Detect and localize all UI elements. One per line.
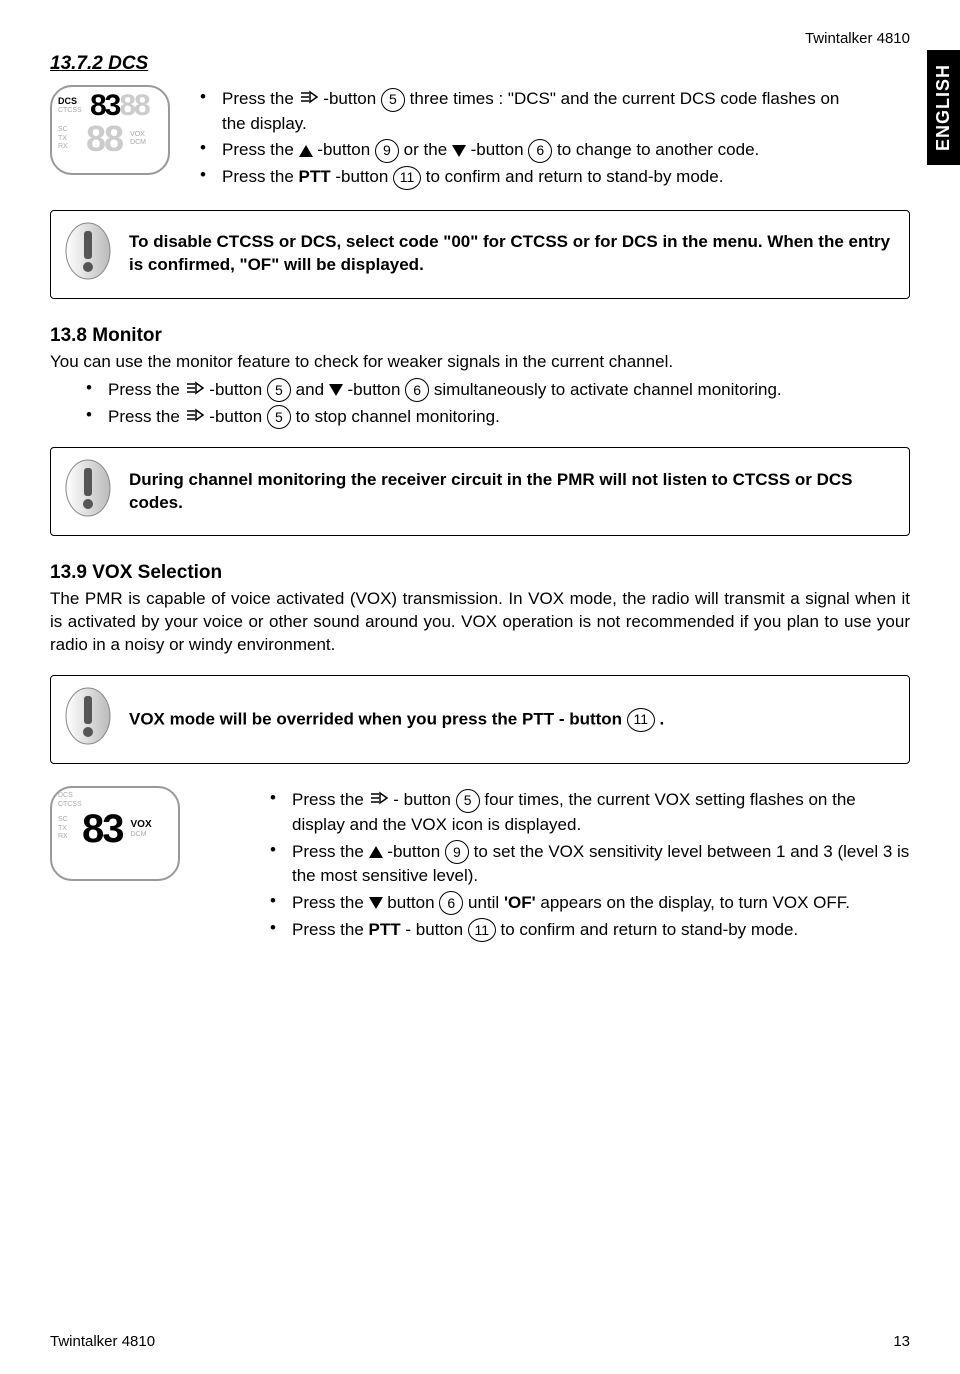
section-13-8-title: 13.8 Monitor xyxy=(50,325,910,347)
lcd-dcs-value: 83 xyxy=(90,91,119,121)
button-ref-11: 11 xyxy=(393,166,421,190)
down-icon xyxy=(369,897,383,909)
button-ref-6: 6 xyxy=(439,891,463,915)
button-ref-5: 5 xyxy=(456,789,480,813)
note-monitor: During channel monitoring the receiver c… xyxy=(50,447,910,536)
lcd-dcs-label: DCS xyxy=(58,96,86,107)
dcs-bullets: • Press the -button 5 three times : "DCS… xyxy=(194,85,910,192)
button-ref-6: 6 xyxy=(405,378,429,402)
language-tab: ENGLISH xyxy=(927,50,960,165)
menu-icon xyxy=(185,378,205,403)
lcd-dcs: DCS CTCSS 83 88 SC TX RX 88 xyxy=(50,85,170,175)
vox-intro: The PMR is capable of voice activated (V… xyxy=(50,588,910,657)
note-disable-ctcss: To disable CTCSS or DCS, select code "00… xyxy=(50,210,910,299)
lcd-vox: DCS CTCSS SC TX RX 83 VOX DCM xyxy=(50,786,180,881)
button-ref-6: 6 xyxy=(528,139,552,163)
up-icon xyxy=(369,846,383,858)
footer-page-number: 13 xyxy=(893,1333,910,1350)
note-vox-override: VOX mode will be overrided when you pres… xyxy=(50,675,910,764)
warning-icon xyxy=(63,686,113,753)
down-icon xyxy=(329,384,343,396)
button-ref-5: 5 xyxy=(267,405,291,429)
section-13-7-2-title: 13.7.2 DCS xyxy=(50,53,910,75)
menu-icon xyxy=(185,405,205,430)
button-ref-9: 9 xyxy=(445,840,469,864)
header-product: Twintalker 4810 xyxy=(50,30,910,47)
vox-block: DCS CTCSS SC TX RX 83 VOX DCM xyxy=(50,786,910,944)
button-ref-9: 9 xyxy=(375,139,399,163)
lcd-vox-value: 83 xyxy=(82,809,123,849)
button-ref-5: 5 xyxy=(267,378,291,402)
menu-icon xyxy=(369,788,389,813)
manual-page: Twintalker 4810 ENGLISH 13.7.2 DCS DCS C… xyxy=(0,0,960,1374)
up-icon xyxy=(299,145,313,157)
warning-icon xyxy=(63,221,113,288)
button-ref-11: 11 xyxy=(468,918,496,942)
down-icon xyxy=(452,145,466,157)
vox-bullets: • Press the - button 5 four times, the c… xyxy=(264,786,910,944)
monitor-intro: You can use the monitor feature to check… xyxy=(50,351,910,374)
section-13-9-title: 13.9 VOX Selection xyxy=(50,562,910,584)
button-ref-5: 5 xyxy=(381,88,405,112)
warning-icon xyxy=(63,458,113,525)
footer-product: Twintalker 4810 xyxy=(50,1333,155,1350)
dcs-block: DCS CTCSS 83 88 SC TX RX 88 xyxy=(50,85,910,192)
page-footer: Twintalker 4810 13 xyxy=(50,1333,910,1350)
menu-icon xyxy=(299,87,319,112)
button-ref-11: 11 xyxy=(627,708,655,732)
lcd-vox-label: VOX xyxy=(131,819,152,831)
monitor-bullets: • Press the -button 5 and -button 6 simu… xyxy=(80,378,910,430)
